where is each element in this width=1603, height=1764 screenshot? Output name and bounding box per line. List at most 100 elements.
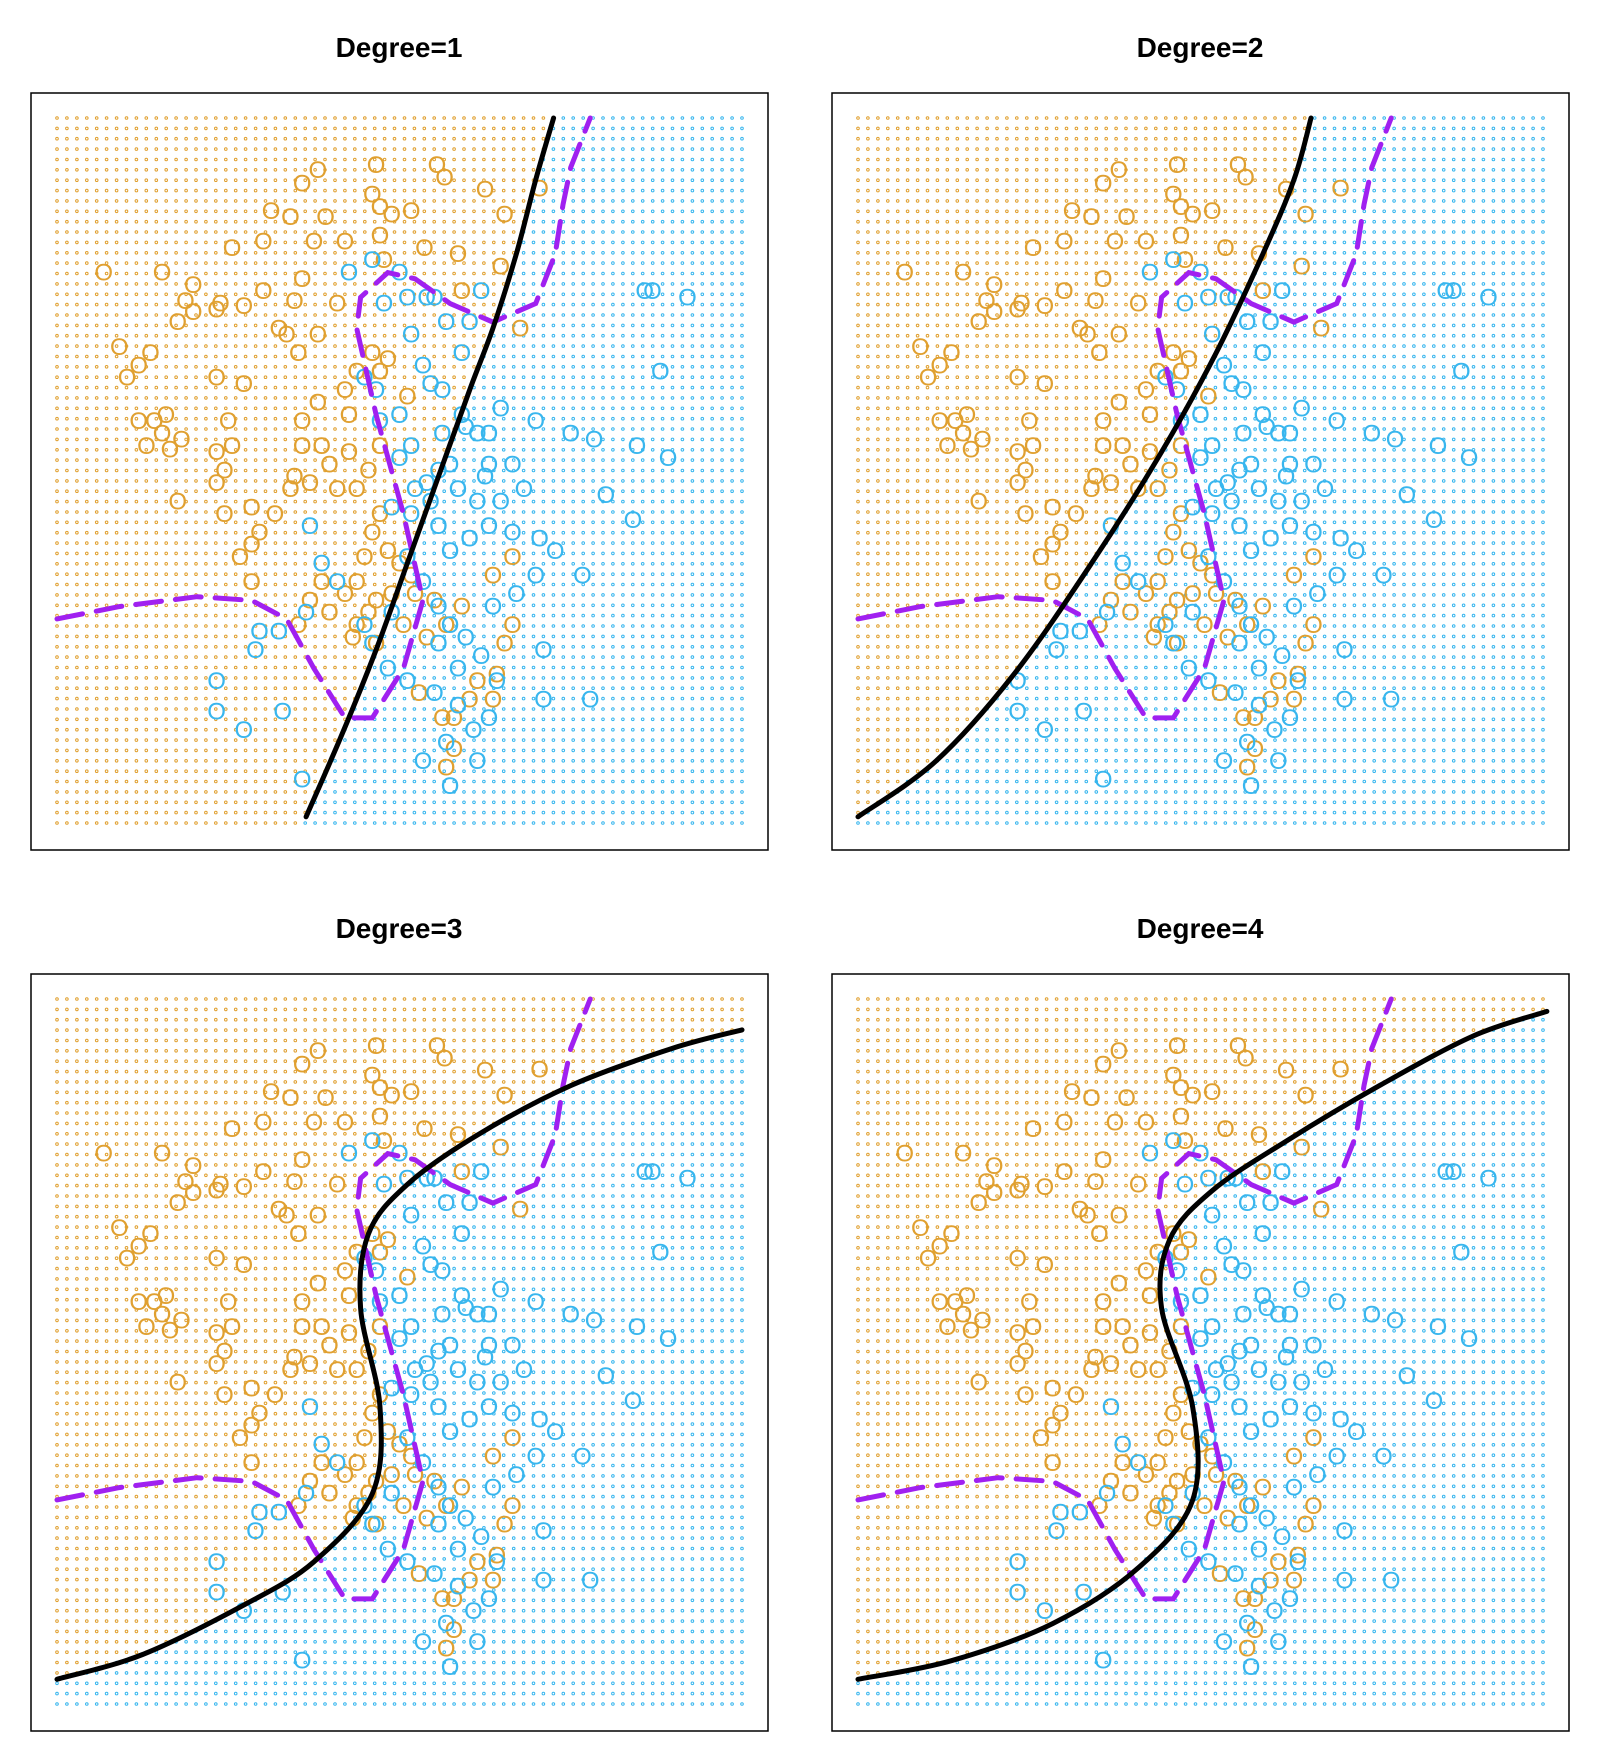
- grid-dot: [164, 738, 168, 742]
- grid-dot: [492, 385, 496, 390]
- grid-dot: [363, 168, 367, 172]
- grid-dot: [601, 375, 605, 380]
- grid-dot: [740, 738, 744, 742]
- grid-dot: [462, 779, 466, 784]
- grid-dot: [611, 240, 615, 245]
- grid-dot: [462, 230, 466, 234]
- grid-dot: [224, 136, 228, 141]
- grid-dot: [611, 779, 615, 784]
- grid-dot: [243, 779, 248, 784]
- grid-dot: [94, 572, 99, 577]
- grid-dot: [75, 717, 79, 722]
- grid-dot: [114, 458, 119, 462]
- grid-dot: [541, 821, 546, 825]
- grid-dot: [730, 707, 734, 711]
- grid-dot: [621, 354, 625, 359]
- grid-dot: [154, 271, 159, 276]
- grid-dot: [710, 437, 715, 442]
- grid-dot: [164, 157, 168, 162]
- grid-dot: [104, 385, 109, 390]
- grid-dot: [730, 562, 734, 566]
- grid-dot: [124, 344, 129, 348]
- grid-dot: [164, 645, 168, 649]
- grid-dot: [700, 759, 705, 763]
- grid-dot: [194, 479, 198, 483]
- grid-dot: [104, 126, 109, 131]
- grid-dot: [174, 645, 178, 649]
- grid-dot: [85, 147, 89, 151]
- observation-point: O: [316, 204, 335, 231]
- grid-dot: [700, 821, 705, 825]
- grid-dot: [740, 427, 744, 431]
- grid-dot: [740, 437, 744, 442]
- grid-dot: [134, 448, 139, 452]
- grid-dot: [492, 292, 496, 297]
- grid-dot: [472, 136, 476, 141]
- grid-dot: [392, 437, 397, 442]
- grid-dot: [85, 520, 89, 525]
- grid-dot: [402, 748, 407, 753]
- grid-dot: [343, 209, 347, 214]
- grid-dot: [144, 551, 149, 556]
- grid-dot: [144, 572, 149, 577]
- grid-dot: [670, 126, 675, 131]
- grid-dot: [730, 468, 734, 473]
- grid-dot: [233, 199, 238, 203]
- grid-dot: [680, 178, 685, 182]
- grid-dot: [591, 645, 595, 649]
- grid-dot: [531, 375, 536, 380]
- grid-dot: [303, 748, 308, 753]
- grid-dot: [601, 261, 605, 265]
- grid-dot: [303, 375, 308, 380]
- grid-dot: [650, 790, 655, 794]
- grid-dot: [501, 810, 506, 815]
- grid-dot: [333, 406, 337, 411]
- grid-dot: [154, 416, 159, 421]
- grid-dot: [184, 282, 188, 286]
- grid-dot: [323, 416, 327, 421]
- grid-dot: [521, 271, 526, 276]
- grid-dot: [680, 489, 685, 494]
- grid-dot: [293, 582, 298, 587]
- grid-dot: [591, 655, 595, 659]
- observation-point: O: [624, 507, 643, 534]
- grid-dot: [660, 582, 665, 587]
- grid-dot: [730, 116, 734, 120]
- grid-dot: [204, 168, 208, 172]
- grid-dot: [680, 686, 685, 691]
- grid-dot: [174, 489, 178, 494]
- grid-dot: [144, 800, 149, 805]
- grid-dot: [412, 427, 417, 431]
- grid-dot: [482, 261, 486, 265]
- grid-dot: [144, 157, 149, 162]
- grid-dot: [124, 385, 129, 390]
- grid-dot: [184, 738, 188, 742]
- grid-dot: [65, 188, 69, 193]
- grid-dot: [670, 313, 675, 317]
- grid-dot: [392, 323, 397, 328]
- grid-dot: [174, 800, 178, 805]
- grid-dot: [114, 116, 119, 120]
- grid-dot: [184, 199, 188, 203]
- grid-dot: [720, 168, 724, 172]
- grid-dot: [511, 396, 516, 400]
- grid-dot: [571, 510, 576, 514]
- grid-dot: [85, 779, 89, 784]
- grid-dot: [571, 489, 576, 494]
- grid-dot: [333, 634, 337, 639]
- grid-dot: [611, 800, 615, 805]
- grid-dot: [670, 116, 675, 120]
- grid-dot: [224, 126, 228, 131]
- grid-dot: [621, 302, 625, 307]
- grid-dot: [333, 510, 337, 514]
- grid-dot: [333, 323, 337, 328]
- grid-dot: [124, 468, 129, 473]
- grid-dot: [94, 613, 99, 618]
- grid-dot: [194, 427, 198, 431]
- grid-dot: [561, 603, 566, 608]
- grid-dot: [353, 676, 357, 680]
- grid-dot: [591, 333, 595, 338]
- grid-dot: [233, 613, 238, 618]
- grid-dot: [402, 116, 407, 120]
- grid-dot: [601, 199, 605, 203]
